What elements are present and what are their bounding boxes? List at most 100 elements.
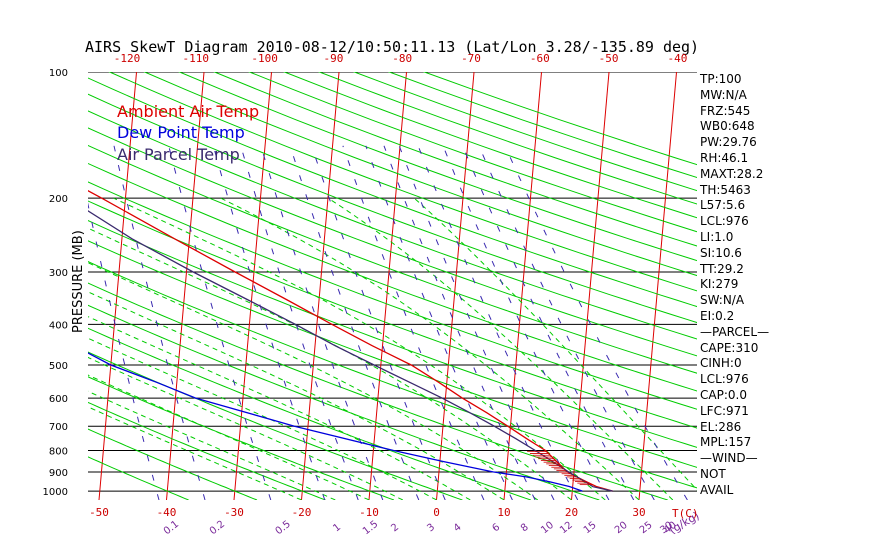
mixing-ratio-line <box>212 145 326 500</box>
isotherm-line <box>233 72 273 500</box>
mixing-ratio-line <box>383 145 536 500</box>
dry-adiabat-line <box>88 127 697 357</box>
mixing-ratio-label: 0.5 <box>274 519 293 537</box>
dry-adiabat-line <box>88 401 326 500</box>
pressure-tick-label: 1000 <box>43 487 68 498</box>
bottom-temp-tick-label: 20 <box>565 506 578 519</box>
mixing-ratio-label: 1.5 <box>361 519 380 537</box>
moist-adiabat-line <box>88 406 302 500</box>
pressure-tick-label: 700 <box>49 422 68 433</box>
legend-ambient: Ambient Air Temp <box>117 102 259 121</box>
mixing-ratio-line <box>311 145 446 500</box>
mixing-ratio-label: 15 <box>582 520 599 537</box>
stat-item: CAPE:310 <box>700 340 759 355</box>
dry-adiabat-line <box>108 72 697 292</box>
stat-item: NOT <box>700 466 726 481</box>
legend-dewpoint: Dew Point Temp <box>117 123 245 142</box>
bottom-temp-tick-label: 0 <box>433 506 440 519</box>
stat-item: EI:0.2 <box>700 308 735 323</box>
stat-item: KI:279 <box>700 277 739 292</box>
dry-adiabat-line <box>88 327 531 500</box>
dry-adiabat-line <box>248 72 697 233</box>
stat-item: PW:29.76 <box>700 135 757 150</box>
mixing-ratio-label: 12 <box>558 520 575 537</box>
mixing-ratio-label: 0.1 <box>162 519 181 537</box>
y-axis-label: PRESSURE (MB) <box>71 230 86 333</box>
moist-adiabat-line <box>413 197 697 491</box>
dry-adiabat-line <box>88 220 697 448</box>
stat-item: MAXT:28.2 <box>700 166 764 181</box>
mixing-ratio-label: 4 <box>452 522 464 535</box>
stat-item: —PARCEL— <box>700 324 770 339</box>
mixing-ratio-label: 2 <box>389 522 401 535</box>
stat-item: TT:29.2 <box>700 261 744 276</box>
profiles-layer <box>88 190 613 492</box>
stat-item: CINH:0 <box>700 356 742 371</box>
stat-item: LI:1.0 <box>700 229 734 244</box>
dry-adiabat-line <box>88 304 600 500</box>
dry-adiabat-line <box>88 282 668 500</box>
dry-adiabat-line <box>88 93 697 324</box>
mixing-ratio-line <box>260 145 384 500</box>
stat-item: MW:N/A <box>700 87 747 102</box>
bottom-temp-tick-label: -50 <box>89 506 109 519</box>
chart-title: AIRS SkewT Diagram 2010-08-12/10:50:11.1… <box>85 38 699 56</box>
dry-adiabat-line <box>353 72 697 192</box>
dry-adiabat-line <box>213 72 697 247</box>
stat-item: CAP:0.0 <box>700 387 747 402</box>
isotherm-line <box>98 72 138 500</box>
bottom-temp-tick-label: 10 <box>497 506 510 519</box>
top-temp-tick-label: -50 <box>599 52 619 65</box>
top-temp-tick-label: -110 <box>183 52 210 65</box>
grid-layer <box>0 53 697 500</box>
stats-panel: TP:100 MW:N/A FRZ:545 WB0:648 PW:29.76 RH:46.… <box>700 72 769 499</box>
x-axis-label: T(C) <box>672 507 699 520</box>
mixing-ratio-line <box>88 202 160 500</box>
moist-adiabat-line <box>113 197 606 500</box>
dry-adiabat-line <box>88 77 697 308</box>
pressure-tick-label: 900 <box>49 468 68 479</box>
mixing-ratio-label: 3 <box>425 522 437 535</box>
moist-adiabat-line <box>88 337 437 500</box>
legend-parcel: Air Parcel Temp <box>117 145 240 164</box>
top-temp-tick-label: -100 <box>251 52 278 65</box>
bottom-temp-tick-label: -10 <box>359 506 379 519</box>
isotherm-line <box>368 72 408 500</box>
stat-item: LFC:971 <box>700 403 749 418</box>
pressure-tick-label: 100 <box>49 68 68 79</box>
stat-item: LCL:976 <box>700 372 749 387</box>
top-temp-tick-label: -40 <box>667 52 687 65</box>
moist-adiabat-line <box>88 390 336 500</box>
mixing-ratio-line <box>462 145 635 500</box>
bottom-temp-tick-label: -30 <box>224 506 244 519</box>
isotherm-line <box>638 72 678 500</box>
isotherm-line <box>166 72 205 500</box>
dry-adiabat-line <box>88 428 258 500</box>
mixing-ratio-line <box>113 145 206 500</box>
dry-adiabat-line <box>88 144 697 374</box>
legend: Ambient Air Temp Dew Point Temp Air Parc… <box>117 102 259 164</box>
stat-item: AVAIL <box>700 482 734 497</box>
moist-adiabat-line <box>88 227 572 500</box>
pressure-tick-label: 500 <box>49 361 68 372</box>
pressure-tick-label: 400 <box>49 320 68 331</box>
pressure-tick-label: 200 <box>49 194 68 205</box>
mixing-ratio-label: 0.2 <box>208 519 227 537</box>
top-temp-tick-label: -90 <box>323 52 343 65</box>
stat-item: LCL:976 <box>700 214 749 229</box>
moist-adiabat-line <box>88 291 505 500</box>
stat-item: —WIND— <box>700 451 758 466</box>
moist-adiabat-line <box>88 262 539 500</box>
isotherm-line <box>0 53 3 500</box>
stat-item: TH:5463 <box>700 182 751 197</box>
stat-item: SW:N/A <box>700 293 745 308</box>
top-temp-tick-label: -80 <box>392 52 412 65</box>
pressure-tick-label: 600 <box>49 394 68 405</box>
dry-adiabat-line <box>143 72 697 277</box>
top-temp-tick-label: -120 <box>114 52 141 65</box>
mixing-ratio-line <box>240 145 359 500</box>
dry-adiabat-line <box>88 261 697 489</box>
dewpoint-line <box>88 352 583 492</box>
mixing-ratio-label: 25 <box>638 520 655 537</box>
